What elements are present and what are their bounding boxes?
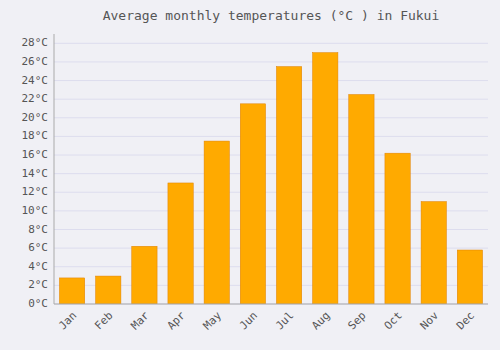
bar (457, 250, 482, 304)
x-tick-label: Sep (345, 309, 368, 332)
y-tick-label: 12°C (22, 185, 49, 198)
bar (168, 183, 193, 304)
x-tick-label: Mar (128, 309, 152, 333)
x-tick-label: Jul (273, 309, 296, 332)
x-tick-label: Oct (382, 309, 405, 332)
grid (54, 43, 488, 304)
grid-line (54, 61, 488, 62)
bar (132, 246, 157, 304)
y-tick-label: 18°C (22, 129, 49, 142)
y-tick-label: 26°C (22, 55, 49, 68)
bar (204, 141, 229, 304)
grid-line (54, 136, 488, 137)
page: {"chart_data": {"type": "bar", "title": … (0, 0, 500, 350)
x-tick-label: Jan (56, 309, 79, 332)
y-axis-line (54, 34, 55, 304)
y-tick-label: 10°C (22, 204, 49, 217)
x-tick-label: Dec (454, 309, 477, 332)
y-tick-label: 6°C (28, 241, 48, 254)
bar (276, 67, 301, 304)
grid-line (54, 80, 488, 81)
grid-line (54, 99, 488, 100)
bar (96, 276, 121, 304)
chart-container: 0°C 2°C 4°C 6°C 8°C 10°C 12°C 14°C 16°C 18°C 20°C 2… (0, 0, 500, 350)
grid-line (54, 304, 488, 305)
grid-line (54, 192, 488, 193)
x-tick-label: Jun (237, 309, 260, 332)
grid-line (54, 43, 488, 44)
y-tick-label: 20°C (22, 111, 49, 124)
x-tick-label: Feb (92, 309, 115, 332)
bars (59, 53, 482, 304)
bar (59, 278, 84, 304)
grid-line (54, 155, 488, 156)
y-axis: 0°C 2°C 4°C 6°C 8°C 10°C 12°C 14°C 16°C 18°C 20°C 2… (22, 34, 55, 310)
chart: 0°C 2°C 4°C 6°C 8°C 10°C 12°C 14°C 16°C 18°C 20°C 2… (0, 0, 500, 350)
bar (385, 153, 410, 304)
y-tick-label: 28°C (22, 36, 49, 49)
x-tick-label: Apr (165, 309, 189, 333)
y-tick-label: 4°C (28, 260, 48, 273)
y-tick-label: 16°C (22, 148, 49, 161)
bar (421, 202, 446, 304)
bar (240, 104, 265, 304)
title: Average monthly temperatures (°C ) in Fu… (103, 8, 440, 23)
y-tick-label: 22°C (22, 92, 49, 105)
y-tick-label: 2°C (28, 278, 48, 291)
x-axis: Jan Feb Mar Apr May Jun Jul Aug Sep Oct Nov Dec (54, 304, 488, 332)
grid-line (54, 117, 488, 118)
grid-line (54, 173, 488, 174)
x-axis-line (54, 304, 488, 305)
y-tick-label: 8°C (28, 223, 48, 236)
x-tick-label: May (201, 309, 225, 333)
bar (313, 53, 338, 304)
y-tick-label: 0°C (28, 297, 48, 310)
y-tick-label: 24°C (22, 74, 49, 87)
y-tick-label: 14°C (22, 167, 49, 180)
x-tick-label: Aug (309, 309, 332, 332)
x-tick-label: Nov (418, 309, 442, 333)
bar (349, 95, 374, 304)
